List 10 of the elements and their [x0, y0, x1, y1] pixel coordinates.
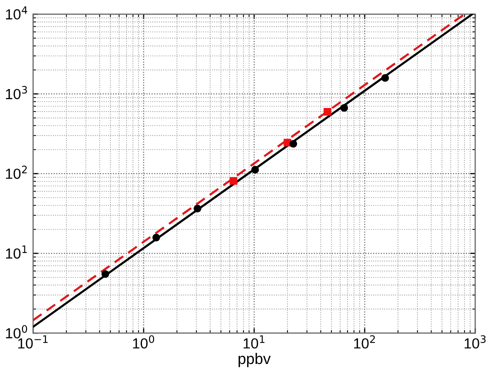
x-axis-title: ppbv — [238, 352, 271, 368]
x-tick-label: 10$^{2}$ — [354, 335, 375, 349]
y-tick-label: 10$^{0}$ — [6, 325, 28, 338]
y-tick-label: 10$^{3}$ — [6, 86, 27, 100]
y-tick-label: 10$^{2}$ — [6, 166, 27, 179]
y-tick-label: 10$^{1}$ — [6, 246, 27, 259]
x-tick-label: 10$^{0}$ — [133, 335, 154, 349]
x-tick-label: 10$^{3}$ — [464, 335, 486, 349]
x-tick-label: 10$^{1}$ — [244, 335, 264, 349]
y-tick-label: 10$^{4}$ — [6, 6, 28, 20]
